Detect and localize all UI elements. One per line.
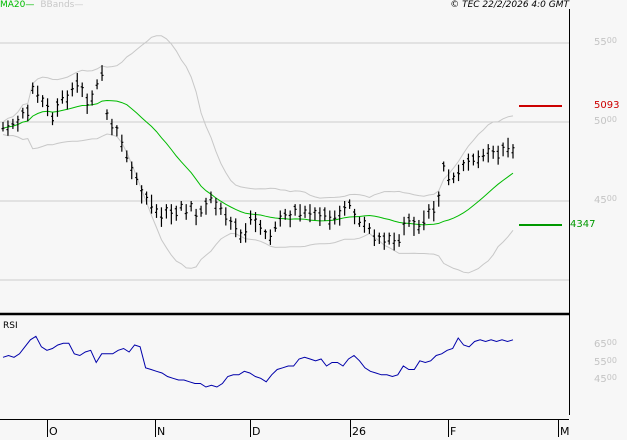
x-label-dec: D (252, 425, 261, 438)
price-label-5500: 5500 (594, 36, 617, 48)
x-label-nov: N (157, 425, 166, 438)
legend-ma20: MA20— (0, 0, 35, 10)
ohlc-bars (1, 65, 515, 251)
legend-bbands-label: BBands (40, 0, 75, 10)
chart-legend: MA20— BBands— (0, 0, 83, 10)
support-label: 4347 (570, 219, 596, 230)
time-axis-ticks (47, 419, 559, 437)
x-label-oct: O (49, 425, 58, 438)
rsi-line (2, 335, 514, 388)
resistance-label: 5093 (594, 100, 620, 111)
legend-bbands: BBands— (40, 0, 84, 10)
rsi-label-55: 5500 (594, 356, 617, 368)
bollinger-bands (2, 35, 514, 274)
copyright-text: © TEC 22/2/2026 4:0 GMT (450, 0, 569, 10)
price-gridlines (0, 42, 569, 281)
x-label-2026: 26 (352, 425, 366, 438)
rsi-label-45: 4500 (594, 373, 617, 385)
price-label-4500: 4500 (594, 194, 617, 206)
x-label-mar: M (560, 425, 570, 438)
rsi-label-65: 6500 (594, 338, 617, 350)
x-label-feb: F (450, 425, 457, 438)
ma20-line (2, 99, 514, 226)
price-label-5000: 5000 (594, 115, 617, 127)
rsi-panel-title: RSI (3, 321, 18, 331)
legend-ma20-label: MA20 (0, 0, 26, 10)
